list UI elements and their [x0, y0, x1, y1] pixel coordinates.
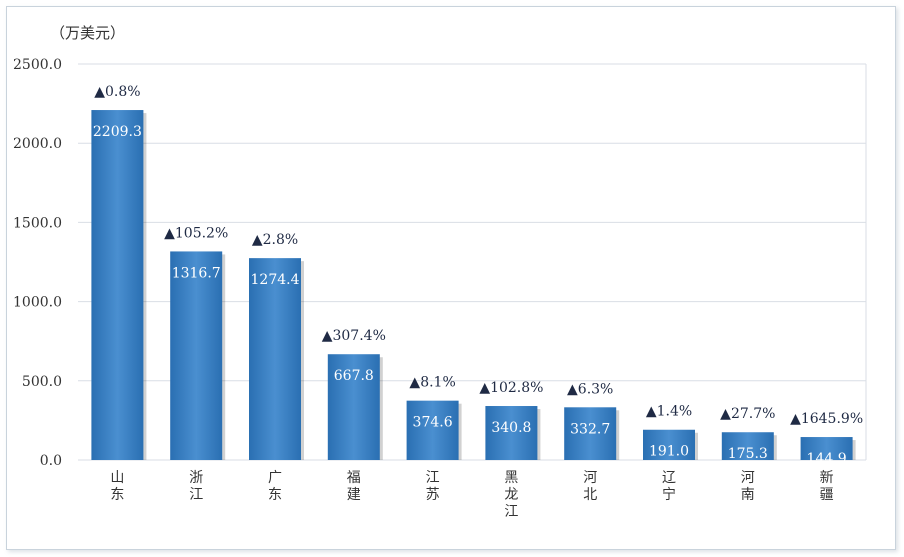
- growth-label: ▲1.4%: [646, 404, 692, 420]
- x-tick-label: 浙江: [189, 470, 203, 503]
- bar: [249, 258, 301, 460]
- bar: [170, 251, 223, 460]
- bars: 2209.3 ▲0.8% 1316.7 ▲105.2% 1274.4 ▲2.8% 667.8…: [91, 84, 863, 467]
- y-tick-label: 2500.0: [13, 57, 62, 73]
- growth-label: ▲2.8%: [252, 232, 298, 248]
- y-tick-label: 500.0: [22, 374, 62, 390]
- bar: [564, 407, 617, 460]
- x-axis-labels: 山东 浙江 广东 福建 江苏 黑龙江 河北 辽宁 河南 新疆: [110, 470, 833, 520]
- data-label: 340.8: [491, 420, 531, 436]
- data-label: 191.0: [649, 444, 689, 460]
- x-tick-label: 福建: [347, 470, 361, 503]
- y-tick-label: 1500.0: [13, 215, 62, 231]
- bar: [800, 437, 853, 460]
- data-label: 2209.3: [93, 124, 142, 140]
- data-label: 1316.7: [172, 265, 221, 281]
- data-label: 332.7: [570, 421, 610, 437]
- x-tick-label: 江苏: [426, 470, 440, 503]
- bar: [721, 432, 774, 460]
- data-label: 667.8: [334, 368, 374, 384]
- bar: [485, 406, 538, 460]
- x-tick-label: 辽宁: [662, 470, 676, 503]
- data-label: 144.9: [807, 451, 847, 467]
- y-tick-label: 2000.0: [13, 136, 62, 152]
- growth-label: ▲0.8%: [94, 84, 140, 100]
- data-label: 1274.4: [251, 272, 300, 288]
- y-tick-label: 0.0: [40, 453, 62, 469]
- bar: [327, 354, 380, 460]
- data-label: 374.6: [413, 415, 453, 431]
- bar: [91, 110, 144, 461]
- x-tick-label: 河南: [741, 470, 755, 503]
- unit-label: （万美元）: [50, 24, 125, 42]
- growth-label: ▲1645.9%: [790, 411, 863, 427]
- x-tick-label: 新疆: [820, 470, 834, 503]
- bar: [643, 429, 695, 460]
- y-tick-label: 1000.0: [13, 295, 62, 311]
- growth-label: ▲6.3%: [567, 381, 613, 397]
- bar: [406, 400, 459, 460]
- x-tick-label: 广东: [268, 470, 282, 503]
- growth-label: ▲102.8%: [479, 380, 543, 396]
- growth-label: ▲8.1%: [409, 375, 455, 391]
- growth-label: ▲307.4%: [322, 328, 386, 344]
- x-tick-label: 山东: [110, 470, 124, 503]
- x-tick-label: 河北: [583, 470, 597, 503]
- growth-label: ▲27.7%: [720, 406, 775, 422]
- y-axis-ticks: 0.0 500.0 1000.0 1500.0 2000.0 2500.0: [13, 57, 62, 469]
- growth-label: ▲105.2%: [164, 225, 228, 241]
- data-label: 175.3: [728, 446, 768, 462]
- x-tick-label: 黑龙江: [504, 470, 518, 520]
